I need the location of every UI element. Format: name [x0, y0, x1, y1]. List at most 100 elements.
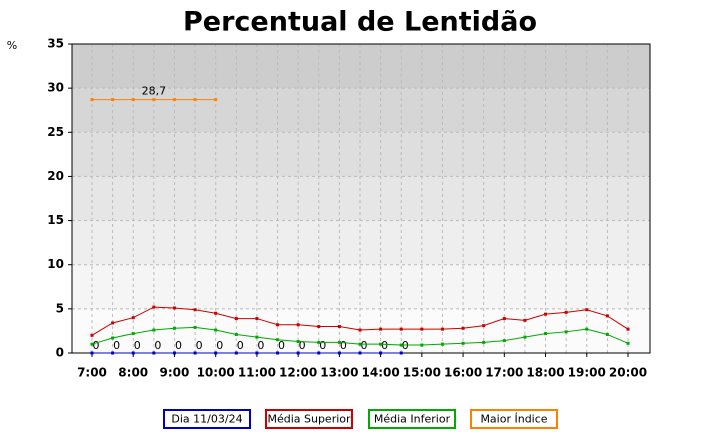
data-point [172, 326, 176, 330]
data-point [255, 335, 259, 339]
x-tick-label: 20:00 [609, 366, 647, 380]
x-tick-label: 9:00 [160, 366, 190, 380]
data-point [193, 98, 197, 102]
data-point [193, 325, 197, 329]
data-label: 0 [113, 339, 120, 352]
data-point [276, 323, 280, 327]
data-point [502, 339, 506, 343]
data-point [193, 308, 197, 312]
data-point [214, 351, 218, 355]
data-point [605, 332, 609, 336]
data-point [276, 338, 280, 342]
data-point [379, 351, 383, 355]
data-label: 0 [93, 339, 100, 352]
legend-label: Maior Índice [480, 413, 547, 426]
data-point [131, 98, 135, 102]
data-point [90, 333, 94, 337]
legend-box [368, 409, 456, 429]
data-point [214, 311, 218, 315]
data-point [172, 306, 176, 310]
data-point [544, 312, 548, 316]
data-point [296, 351, 300, 355]
data-label: 28,7 [142, 85, 167, 98]
data-point [440, 327, 444, 331]
data-point [111, 321, 115, 325]
data-point [358, 328, 362, 332]
data-label: 0 [340, 339, 347, 352]
data-label: 0 [216, 339, 223, 352]
y-tick-label: 20 [47, 169, 64, 183]
data-label: 0 [299, 339, 306, 352]
plot-band [72, 44, 650, 89]
data-label: 0 [361, 339, 368, 352]
plot-band [72, 132, 650, 177]
data-label: 0 [175, 339, 182, 352]
data-point [502, 317, 506, 321]
data-label: 0 [257, 339, 264, 352]
data-point [317, 351, 321, 355]
data-point [461, 341, 465, 345]
x-tick-label: 14:00 [362, 366, 400, 380]
data-point [585, 308, 589, 312]
y-tick-label: 0 [56, 346, 64, 360]
data-point [482, 324, 486, 328]
y-tick-label: 5 [56, 301, 64, 315]
data-point [276, 351, 280, 355]
x-tick-label: 15:00 [403, 366, 441, 380]
data-point [111, 351, 115, 355]
data-point [172, 351, 176, 355]
data-point [544, 332, 548, 336]
x-tick-label: 8:00 [118, 366, 148, 380]
data-point [358, 351, 362, 355]
data-point [255, 317, 259, 321]
x-tick-label: 18:00 [526, 366, 564, 380]
legend-box [265, 409, 353, 429]
plot-band [72, 88, 650, 133]
data-point [399, 327, 403, 331]
chart-title: Percentual de Lentidão [183, 7, 537, 38]
data-label: 0 [319, 339, 326, 352]
data-point [379, 342, 383, 346]
data-point [379, 327, 383, 331]
data-point [234, 351, 238, 355]
data-point [337, 351, 341, 355]
data-point [234, 317, 238, 321]
plot-band [72, 176, 650, 221]
data-point [152, 98, 156, 102]
legend-label: Média Inferior [374, 413, 451, 426]
plot-band [72, 264, 650, 309]
data-point [585, 327, 589, 331]
data-label: 0 [278, 339, 285, 352]
data-point [564, 310, 568, 314]
data-point [523, 335, 527, 339]
data-point [152, 328, 156, 332]
data-point [131, 351, 135, 355]
data-point [90, 98, 94, 102]
data-point [626, 327, 630, 331]
y-tick-label: 25 [47, 125, 64, 139]
data-point [317, 340, 321, 344]
x-tick-label: 10:00 [197, 366, 235, 380]
data-point [131, 316, 135, 320]
plot-band [72, 220, 650, 265]
data-point [90, 342, 94, 346]
data-point [214, 328, 218, 332]
x-tick-label: 19:00 [568, 366, 606, 380]
data-point [317, 325, 321, 329]
data-point [337, 325, 341, 329]
data-point [111, 98, 115, 102]
data-label: 0 [196, 339, 203, 352]
data-label: 0 [381, 339, 388, 352]
data-point [152, 305, 156, 309]
data-point [90, 351, 94, 355]
x-tick-label: 13:00 [320, 366, 358, 380]
legend-label: Dia 11/03/24 [171, 413, 242, 426]
data-point [296, 340, 300, 344]
y-tick-label: 10 [47, 257, 64, 271]
data-point [461, 326, 465, 330]
data-point [358, 342, 362, 346]
data-point [337, 340, 341, 344]
data-point [605, 314, 609, 318]
legend-label: Média Superior [267, 413, 351, 426]
